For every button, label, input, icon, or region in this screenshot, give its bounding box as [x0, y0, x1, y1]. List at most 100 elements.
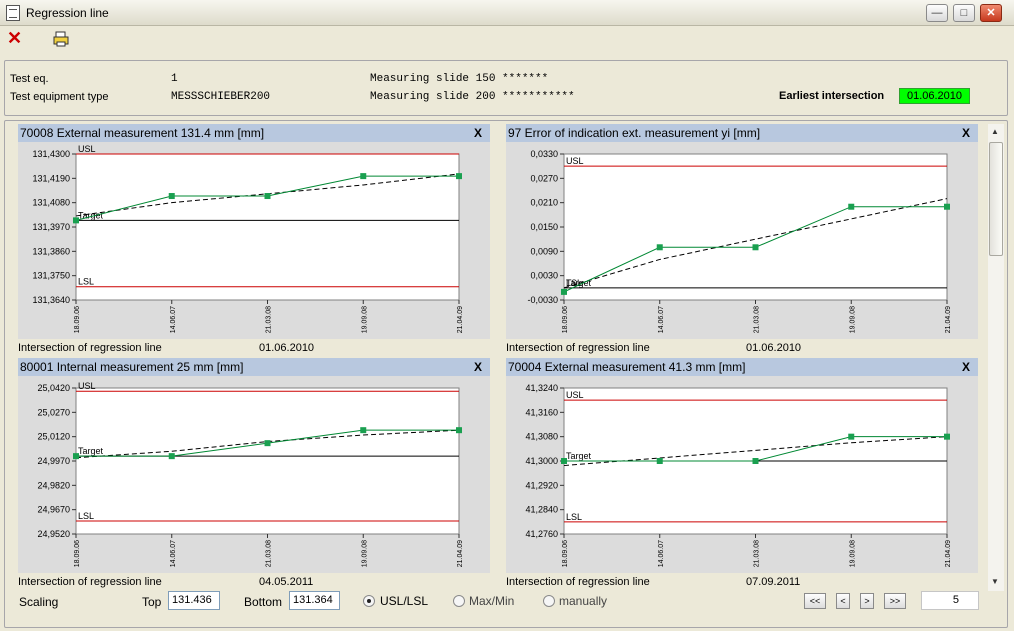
- lsl-label: LSL: [566, 512, 582, 522]
- test-type-value: MESSSCHIEBER200: [171, 91, 271, 103]
- target-label: Target: [566, 278, 592, 288]
- x-tick-label: 21.03.08: [754, 306, 761, 333]
- earliest-intersection-label: Earliest intersection: [779, 90, 885, 102]
- chart-1-title-bar: 70008 External measurement 131.4 mm [mm]…: [18, 124, 490, 142]
- chart-2-intersection-date: 01.06.2010: [746, 342, 802, 354]
- page-number-field[interactable]: 5: [921, 591, 979, 610]
- x-tick-label: 18.09.06: [562, 306, 569, 333]
- x-tick-label: 14.06.07: [658, 540, 665, 567]
- plot-area: [75, 153, 460, 301]
- chart-2-close-icon[interactable]: X: [961, 126, 970, 140]
- nav-next-button[interactable]: >: [860, 593, 874, 609]
- y-tick-label: 24,9520: [37, 529, 70, 539]
- chart-1-intersection-date: 01.06.2010: [259, 342, 315, 354]
- target-label: Target: [78, 210, 104, 220]
- x-tick-label: 14.06.07: [658, 306, 665, 333]
- data-point: [848, 203, 855, 210]
- scroll-thumb[interactable]: [989, 142, 1003, 256]
- radio-usl-lsl-label[interactable]: USL/LSL: [380, 594, 429, 608]
- y-tick-label: 25,0270: [37, 407, 70, 417]
- y-tick-label: 131,3970: [32, 222, 70, 232]
- y-tick-label: 25,0420: [37, 383, 70, 393]
- x-tick-label: 21.03.08: [266, 306, 273, 333]
- radio-manually-label[interactable]: manually: [559, 594, 608, 608]
- y-tick-label: 0,0330: [530, 149, 558, 159]
- x-tick-label: 14.06.07: [170, 306, 177, 333]
- print-icon[interactable]: [53, 31, 69, 47]
- test-eq-label: Test eq.: [10, 73, 49, 85]
- header-panel: [4, 60, 1008, 116]
- usl-label: USL: [566, 390, 584, 400]
- radio-max-min[interactable]: [453, 595, 465, 607]
- x-tick-label: 19.09.08: [361, 306, 368, 333]
- chart-1-intersection-label: Intersection of regression line: [18, 342, 162, 354]
- chart-2-intersection-label: Intersection of regression line: [506, 342, 650, 354]
- y-tick-label: 0,0210: [530, 198, 558, 208]
- plot-area: [75, 387, 460, 535]
- y-tick-label: 0,0150: [530, 222, 558, 232]
- x-tick-label: 18.09.06: [74, 306, 81, 333]
- bottom-field[interactable]: 131.364: [289, 591, 340, 610]
- data-point: [360, 173, 367, 180]
- usl-label: USL: [78, 144, 96, 154]
- chart-2-area: 0,0330 0,0270 0,0210 0,0150 0,0090 0,0030 -0,0…: [506, 142, 978, 339]
- chart-3-close-icon[interactable]: X: [473, 360, 482, 374]
- delete-icon[interactable]: ✕: [7, 28, 23, 48]
- chart-2-title-bar: 97 Error of indication ext. measurement …: [506, 124, 978, 142]
- data-point: [168, 193, 175, 200]
- x-tick-label: 18.09.06: [74, 540, 81, 567]
- data-point: [752, 244, 759, 251]
- radio-usl-lsl[interactable]: [363, 595, 375, 607]
- usl-label: USL: [78, 381, 96, 391]
- x-tick-label: 21.04.09: [945, 540, 952, 567]
- y-tick-label: 41,2840: [525, 505, 558, 515]
- x-tick-label: 21.04.09: [945, 306, 952, 333]
- y-tick-label: 131,3860: [32, 246, 70, 256]
- vertical-scrollbar[interactable]: ▲ ▼: [988, 124, 1004, 591]
- scroll-down-icon[interactable]: ▼: [991, 577, 999, 586]
- chart-4-close-icon[interactable]: X: [961, 360, 970, 374]
- plot-area: [563, 153, 948, 301]
- window-title: Regression line: [26, 6, 109, 20]
- x-tick-label: 19.09.08: [849, 306, 856, 333]
- test-type-label: Test equipment type: [10, 91, 109, 103]
- top-field[interactable]: 131.436: [168, 591, 220, 610]
- nav-first-button[interactable]: <<: [804, 593, 826, 609]
- data-point: [561, 458, 567, 464]
- chart-4-intersection-label: Intersection of regression line: [506, 576, 650, 588]
- data-point: [264, 440, 271, 447]
- chart-1-close-icon[interactable]: X: [473, 126, 482, 140]
- data-point: [752, 458, 759, 464]
- y-tick-label: 24,9820: [37, 480, 70, 490]
- y-tick-label: 0,0030: [530, 271, 558, 281]
- slide150-info: Measuring slide 150 *******: [370, 73, 549, 85]
- chart-2-title: 97 Error of indication ext. measurement …: [508, 126, 761, 140]
- document-icon: [6, 5, 20, 21]
- close-button[interactable]: ✕: [980, 4, 1002, 22]
- chart-3-intersection-label: Intersection of regression line: [18, 576, 162, 588]
- y-tick-label: 131,4190: [32, 173, 70, 183]
- x-tick-label: 19.09.08: [849, 540, 856, 567]
- chart-3-title-bar: 80001 Internal measurement 25 mm [mm] X: [18, 358, 490, 376]
- y-tick-label: 131,3750: [32, 271, 70, 281]
- usl-label: USL: [566, 156, 584, 166]
- chart-1-svg: 131,4300 131,4190 131,4080 131,3970 131,3860…: [32, 144, 464, 333]
- data-point: [944, 203, 950, 210]
- maximize-button[interactable]: □: [953, 4, 975, 22]
- chart-3-title: 80001 Internal measurement 25 mm [mm]: [20, 360, 244, 374]
- y-tick-label: 0,0090: [530, 246, 558, 256]
- x-tick-label: 21.04.09: [457, 306, 464, 333]
- minimize-button[interactable]: —: [926, 4, 948, 22]
- scroll-up-icon[interactable]: ▲: [991, 127, 999, 136]
- y-tick-label: 131,4300: [32, 149, 70, 159]
- nav-last-button[interactable]: >>: [884, 593, 906, 609]
- radio-manually[interactable]: [543, 595, 555, 607]
- x-tick-label: 21.03.08: [266, 540, 273, 567]
- top-label: Top: [142, 595, 162, 609]
- toolbar: ✕: [0, 26, 1014, 52]
- chart-2-svg: 0,0330 0,0270 0,0210 0,0150 0,0090 0,0030 -0,0…: [527, 149, 952, 333]
- y-tick-label: -0,0030: [527, 295, 558, 305]
- nav-prev-button[interactable]: <: [836, 593, 850, 609]
- data-point: [168, 453, 175, 460]
- radio-max-min-label[interactable]: Max/Min: [469, 594, 515, 608]
